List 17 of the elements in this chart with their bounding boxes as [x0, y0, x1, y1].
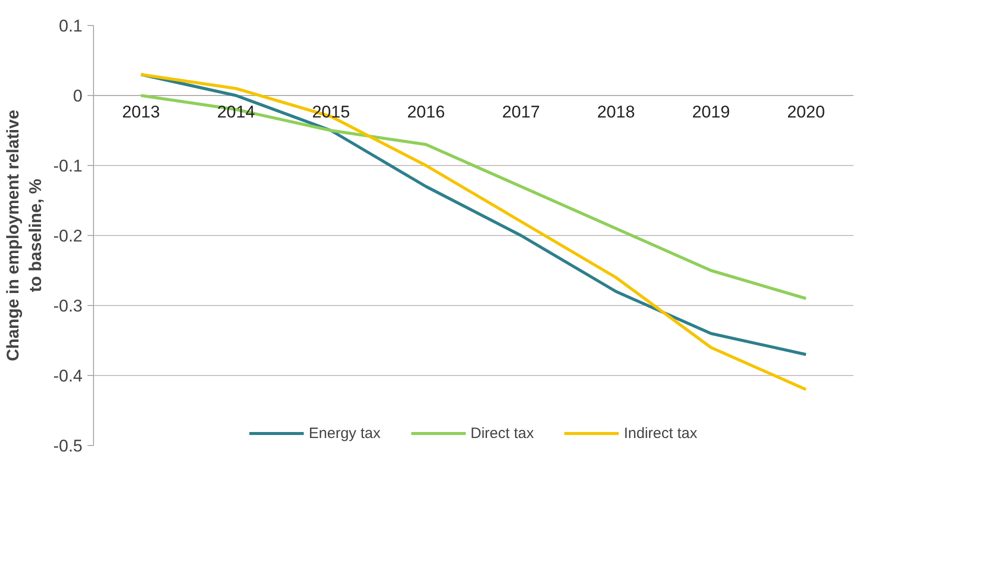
y-tick-label: 0: [73, 86, 83, 106]
y-tick-label: -0.2: [53, 226, 83, 246]
x-tick-label: 2018: [597, 102, 635, 122]
legend-label: Energy tax: [308, 424, 380, 442]
x-tick-label: 2016: [407, 102, 445, 122]
y-tick-label: -0.5: [53, 436, 83, 456]
legend-label: Direct tax: [470, 424, 534, 442]
legend-label: Indirect tax: [624, 424, 698, 442]
y-tick-label: -0.1: [53, 156, 83, 176]
y-tick-label: -0.3: [53, 296, 83, 316]
x-tick-label: 2017: [502, 102, 540, 122]
y-axis-title: Change in employment relative to baseline, %: [3, 110, 46, 362]
x-tick-label: 2020: [787, 102, 825, 122]
y-tick-label: 0.1: [58, 16, 83, 36]
y-tick-label: -0.4: [53, 366, 83, 386]
x-tick-label: 2019: [692, 102, 730, 122]
x-tick-label: 2013: [122, 102, 160, 122]
